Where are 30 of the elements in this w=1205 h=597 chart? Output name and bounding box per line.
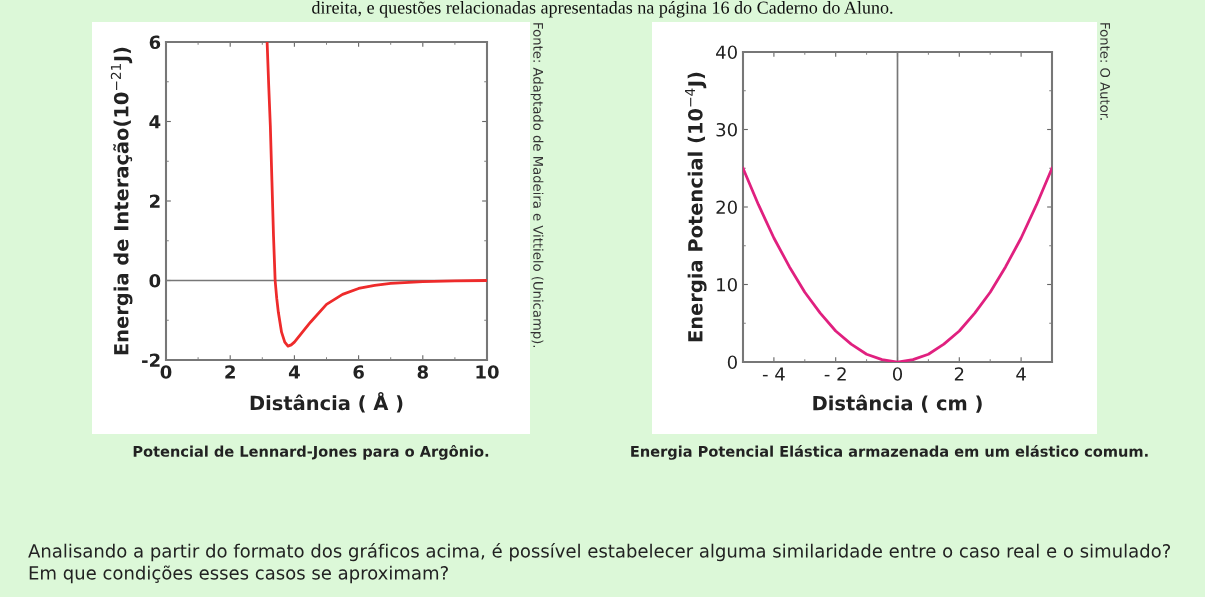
x-axis-title: Distância ( cm ) xyxy=(813,394,982,413)
y-tick-label: 2 xyxy=(150,194,160,208)
x-tick-label: - 2 xyxy=(824,367,846,381)
x-tick-label: 6 xyxy=(353,365,364,379)
x-tick-label: 0 xyxy=(160,365,172,379)
y-tick-label: 10 xyxy=(717,277,737,292)
source-note: Fonte: Adaptado de Madeira e Vittielo (Unicamp). xyxy=(530,23,544,348)
y-tick-label: 40 xyxy=(716,45,737,60)
y-tick-label: -2 xyxy=(142,353,160,367)
text: Energia Potencial Elástica armazenada em um elástico comum. xyxy=(631,445,1148,460)
y-tick-label: 6 xyxy=(149,35,161,50)
source-note: Fonte: O Autor. xyxy=(1100,23,1111,120)
y-tick-label: 30 xyxy=(716,122,737,137)
x-tick-label: 4 xyxy=(1016,367,1026,381)
y-axis-title: Energia de Interação(10$^{−21}$J) xyxy=(110,47,133,355)
y-axis-title: Energia Potencial (10$^{−4}$J) xyxy=(685,72,707,342)
x-tick-label: 2 xyxy=(225,365,235,379)
x-tick-label: 4 xyxy=(288,365,300,379)
y-tick-label: 20 xyxy=(716,200,737,215)
text: direita, e questões relacionadas apresentadas na página 16 do Caderno do Aluno. xyxy=(312,1,893,18)
x-axis-title: Distância ( Å ) xyxy=(250,391,403,413)
text: Analisando a partir do formato dos gráficos acima, é possível estabelecer alguma similaridade entre o caso real e o simulado? Em que condições esses casos se aproximam? xyxy=(28,543,1171,584)
text: Potencial de Lennard-Jones para o Argônio. xyxy=(133,445,489,460)
x-tick-label: 8 xyxy=(417,365,428,379)
x-tick-label: 0 xyxy=(892,367,903,381)
y-tick-label: 4 xyxy=(149,115,161,129)
y-tick-label: 0 xyxy=(149,273,161,288)
x-tick-label: 2 xyxy=(954,367,964,381)
x-tick-label: - 4 xyxy=(762,367,785,381)
x-tick-label: 10 xyxy=(476,365,499,379)
